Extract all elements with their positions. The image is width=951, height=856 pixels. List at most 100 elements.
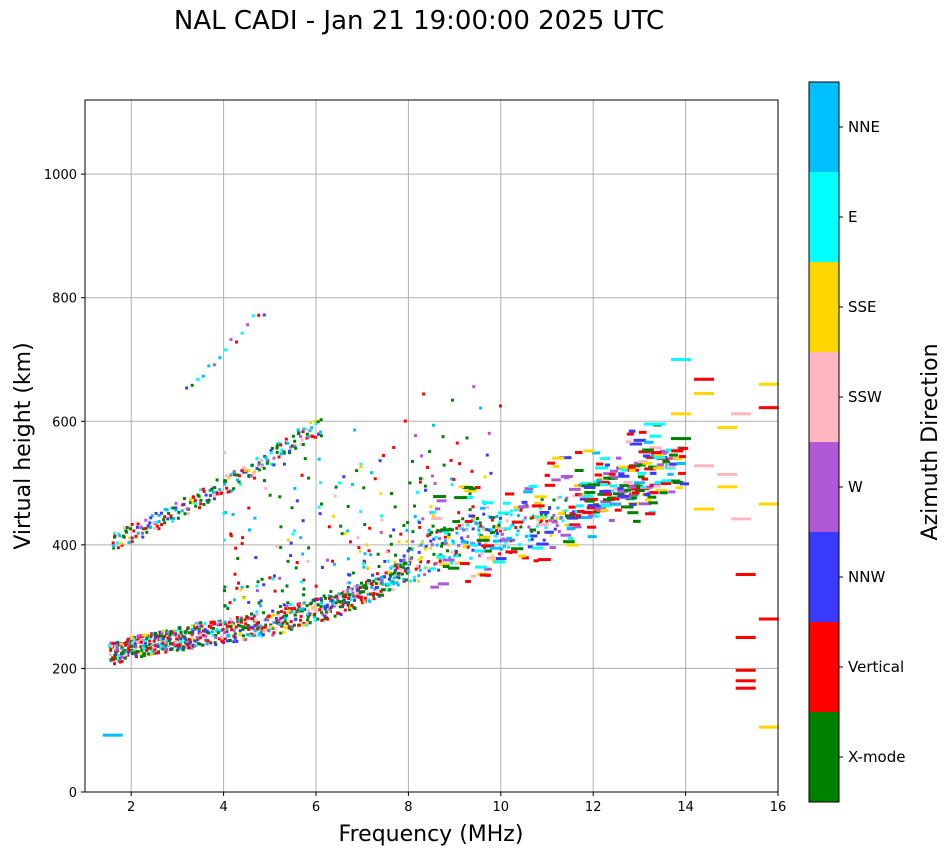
scatter-point xyxy=(595,466,609,470)
trace-point xyxy=(224,474,228,478)
trace-point xyxy=(466,535,470,539)
trace-point xyxy=(648,465,657,469)
trace-point xyxy=(167,631,171,635)
scatter-point xyxy=(487,431,491,435)
trace-point xyxy=(465,523,469,527)
trace-point xyxy=(296,428,300,432)
scatter-point xyxy=(278,604,282,608)
trace-point xyxy=(162,645,166,649)
trace-point xyxy=(573,484,583,488)
trace-point xyxy=(305,427,309,431)
scatter-point xyxy=(536,523,550,527)
colorbar-swatch xyxy=(809,352,839,442)
trace-point xyxy=(223,482,227,486)
scatter-point xyxy=(285,604,289,608)
scatter-point xyxy=(401,566,405,570)
trace-point xyxy=(256,633,260,637)
trace-point xyxy=(227,476,231,480)
trace-point xyxy=(637,471,647,475)
trace-point xyxy=(279,443,283,447)
trace-point xyxy=(211,490,215,494)
trace-point xyxy=(319,430,323,434)
trace-point xyxy=(353,595,357,599)
trace-point xyxy=(197,626,201,630)
scatter-point xyxy=(375,572,379,576)
scatter-point xyxy=(380,514,384,518)
trace-point xyxy=(189,498,193,502)
scatter-point xyxy=(268,493,272,497)
trace-point xyxy=(110,644,114,648)
scatter-point xyxy=(468,487,476,491)
trace-point xyxy=(256,626,260,630)
trace-point xyxy=(161,637,165,641)
scatter-point xyxy=(462,545,466,549)
scatter-point xyxy=(251,626,255,630)
trace-point xyxy=(196,377,200,381)
trace-point xyxy=(381,588,385,592)
isolated-mark xyxy=(670,358,691,361)
trace-point xyxy=(126,653,130,657)
scatter-point xyxy=(327,525,331,529)
trace-point xyxy=(140,531,144,535)
trace-point xyxy=(381,593,385,597)
trace-point xyxy=(442,541,446,545)
trace-point xyxy=(288,625,292,629)
trace-point xyxy=(568,505,576,509)
trace-point xyxy=(237,474,241,478)
trace-point xyxy=(617,490,628,494)
scatter-point xyxy=(355,469,359,473)
trace-point xyxy=(168,637,172,641)
trace-point xyxy=(462,528,466,532)
trace-point xyxy=(138,652,142,656)
trace-point xyxy=(346,590,350,594)
trace-point xyxy=(494,534,498,538)
trace-point xyxy=(159,511,163,515)
trace-point xyxy=(514,526,518,530)
scatter-point xyxy=(498,511,510,515)
scatter-point xyxy=(276,610,280,614)
trace-point xyxy=(610,469,619,473)
trace-point xyxy=(297,604,301,608)
trace-point xyxy=(272,620,276,624)
trace-point xyxy=(199,633,203,637)
isolated-mark xyxy=(758,382,779,386)
trace-point xyxy=(528,534,532,538)
trace-point xyxy=(257,462,261,466)
trace-point xyxy=(390,565,394,569)
scatter-point xyxy=(492,539,500,543)
trace-point xyxy=(233,632,237,636)
scatter-point xyxy=(435,543,439,547)
trace-point xyxy=(310,434,314,438)
scatter-point xyxy=(282,462,286,466)
scatter-point xyxy=(455,554,459,558)
scatter-point xyxy=(247,506,251,510)
trace-point xyxy=(280,448,284,452)
trace-point xyxy=(313,597,317,601)
scatter-point xyxy=(649,446,662,450)
x-tick-label: 8 xyxy=(404,800,412,815)
trace-point xyxy=(177,634,181,638)
trace-point xyxy=(216,631,220,635)
trace-point xyxy=(212,497,216,501)
trace-point xyxy=(112,535,116,539)
trace-point xyxy=(592,510,600,514)
scatter-point xyxy=(518,554,526,558)
y-tick-label: 1000 xyxy=(44,168,77,183)
scatter-point xyxy=(387,570,391,574)
trace-point xyxy=(454,561,458,565)
trace-point xyxy=(205,642,209,646)
trace-point xyxy=(438,559,442,563)
trace-point xyxy=(240,469,244,473)
scatter-point xyxy=(643,440,654,444)
scatter-point xyxy=(287,609,291,613)
trace-point xyxy=(195,639,199,643)
trace-point xyxy=(362,590,366,594)
scatter-point xyxy=(591,451,601,455)
trace-point xyxy=(174,506,178,510)
scatter-point xyxy=(506,536,513,540)
trace-point xyxy=(332,599,336,603)
trace-point xyxy=(296,602,300,606)
scatter-point xyxy=(416,490,420,494)
trace-point xyxy=(523,516,527,520)
trace-point xyxy=(676,462,686,466)
